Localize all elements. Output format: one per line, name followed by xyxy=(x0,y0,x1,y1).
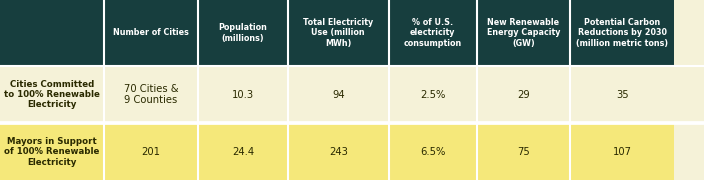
Bar xyxy=(104,0,198,66)
Bar xyxy=(389,123,477,180)
Text: Cities Committed
to 100% Renewable
Electricity: Cities Committed to 100% Renewable Elect… xyxy=(4,80,100,109)
Text: 2.5%: 2.5% xyxy=(420,89,446,100)
Text: New Renewable
Energy Capacity
(GW): New Renewable Energy Capacity (GW) xyxy=(486,18,560,48)
Bar xyxy=(477,123,570,180)
Text: 243: 243 xyxy=(329,147,348,157)
Bar xyxy=(104,123,198,180)
Bar xyxy=(570,0,674,66)
Bar xyxy=(477,66,570,123)
Bar xyxy=(570,123,674,180)
Bar xyxy=(0,0,104,66)
Text: 35: 35 xyxy=(616,89,629,100)
Text: % of U.S.
electricity
consumption: % of U.S. electricity consumption xyxy=(403,18,462,48)
Text: Number of Cities: Number of Cities xyxy=(113,28,189,37)
Text: 29: 29 xyxy=(517,89,530,100)
Text: 24.4: 24.4 xyxy=(232,147,254,157)
Bar xyxy=(0,66,104,123)
Bar xyxy=(198,123,288,180)
Bar xyxy=(389,66,477,123)
Text: 201: 201 xyxy=(142,147,161,157)
Bar xyxy=(198,0,288,66)
Text: 70 Cities &
9 Counties: 70 Cities & 9 Counties xyxy=(124,84,178,105)
Bar xyxy=(288,66,389,123)
Bar xyxy=(477,0,570,66)
Bar xyxy=(288,123,389,180)
Bar xyxy=(104,66,198,123)
Text: Potential Carbon
Reductions by 2030
(million metric tons): Potential Carbon Reductions by 2030 (mil… xyxy=(577,18,668,48)
Bar xyxy=(0,123,104,180)
Text: 6.5%: 6.5% xyxy=(420,147,446,157)
Text: Population
(millions): Population (millions) xyxy=(218,23,268,42)
Bar xyxy=(198,66,288,123)
Bar xyxy=(570,66,674,123)
Text: 94: 94 xyxy=(332,89,344,100)
Bar xyxy=(288,0,389,66)
Text: 75: 75 xyxy=(517,147,530,157)
Bar xyxy=(389,0,477,66)
Text: Total Electricity
Use (million
MWh): Total Electricity Use (million MWh) xyxy=(303,18,373,48)
Text: Mayors in Support
of 100% Renewable
Electricity: Mayors in Support of 100% Renewable Elec… xyxy=(4,137,100,167)
Text: 107: 107 xyxy=(613,147,631,157)
Text: 10.3: 10.3 xyxy=(232,89,254,100)
